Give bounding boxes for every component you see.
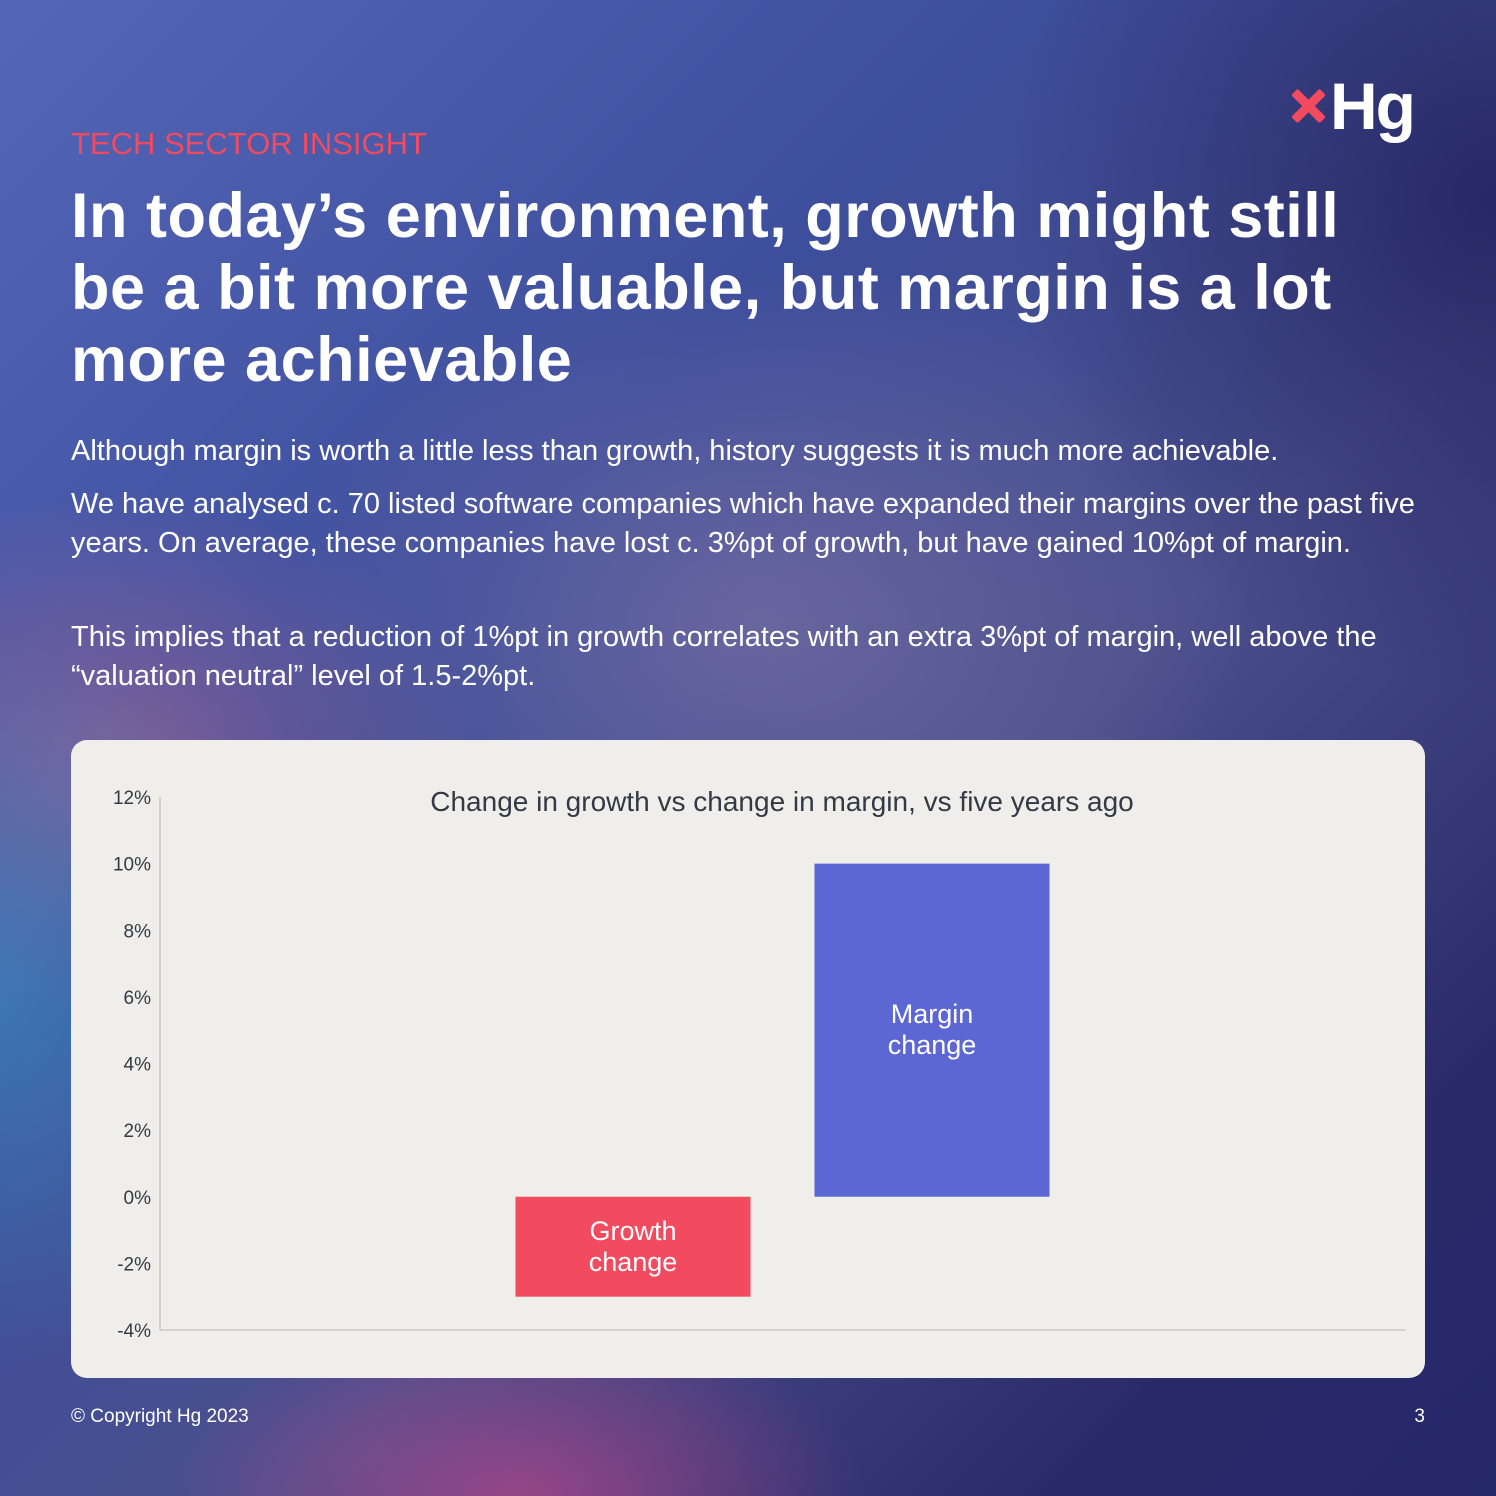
hg-logo: Hg bbox=[1290, 66, 1416, 146]
y-tick-label: 12% bbox=[113, 788, 151, 809]
y-tick-label: 8% bbox=[124, 921, 152, 942]
x-mark-icon bbox=[1290, 88, 1326, 124]
y-tick-labels: 12% 10% 8% 6% 4% 2% 0% -2% -4% bbox=[113, 788, 151, 1342]
page-number: 3 bbox=[1414, 1406, 1425, 1427]
eyebrow-label: TECH SECTOR INSIGHT bbox=[71, 126, 427, 161]
body-paragraph-1: Although margin is worth a little less t… bbox=[71, 435, 1279, 467]
body-paragraph-3: This implies that a reduction of 1%pt in… bbox=[71, 621, 1377, 692]
y-tick-label: -2% bbox=[117, 1254, 151, 1275]
y-tick-label: -4% bbox=[117, 1321, 151, 1342]
y-tick-label: 2% bbox=[124, 1121, 152, 1142]
bar-label: Margin bbox=[891, 999, 974, 1029]
y-tick-label: 10% bbox=[113, 855, 151, 876]
bar-label: Growth bbox=[589, 1216, 676, 1246]
page-headline: In today’s environment, growth might sti… bbox=[71, 181, 1340, 395]
copyright-text: © Copyright Hg 2023 bbox=[71, 1406, 249, 1427]
bar-margin-change bbox=[814, 863, 1050, 1197]
body-paragraph-2: We have analysed c. 70 listed software c… bbox=[71, 488, 1415, 559]
bar-growth-change bbox=[515, 1196, 751, 1297]
bar-label: change bbox=[589, 1247, 678, 1277]
chart-title: Change in growth vs change in margin, vs… bbox=[430, 786, 1134, 817]
logo-text: Hg bbox=[1330, 69, 1416, 143]
y-tick-label: 4% bbox=[124, 1055, 152, 1076]
chart-card: Change in growth vs change in margin, vs… bbox=[71, 740, 1425, 1378]
y-tick-label: 0% bbox=[124, 1188, 152, 1209]
bar-label: change bbox=[888, 1030, 977, 1060]
bar-chart: Change in growth vs change in margin, vs… bbox=[113, 786, 1406, 1342]
y-tick-label: 6% bbox=[124, 988, 152, 1009]
